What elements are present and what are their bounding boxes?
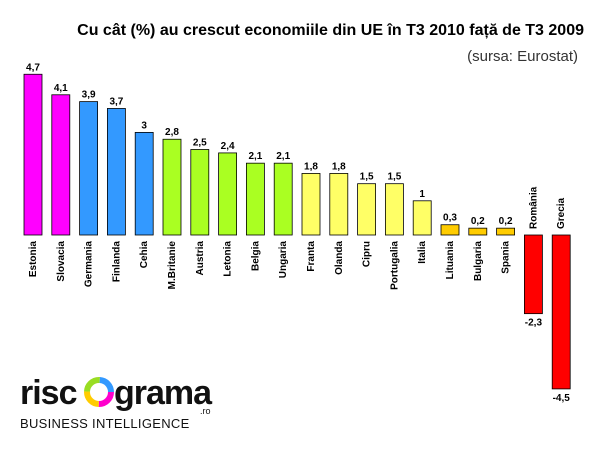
value-label-spania: 0,2 [499, 216, 513, 227]
riscograma-logo: risc grama .ro BUSINESS INTELLIGENCE [20, 374, 214, 431]
category-label-m-britanie: M.Britanie [167, 241, 178, 290]
category-label-cehia: Cehia [139, 241, 150, 269]
value-label-olanda: 1,8 [332, 161, 346, 172]
value-label-germania: 3,9 [82, 90, 96, 101]
value-label-bulgaria: 0,2 [471, 216, 485, 227]
bar-grecia [551, 234, 571, 390]
bar-belgia [245, 162, 265, 236]
value-label-lituania: 0,3 [443, 213, 457, 224]
bar-spania [496, 227, 516, 236]
category-label-letonia: Letonia [223, 241, 234, 277]
bar-ungaria [273, 162, 293, 236]
bar-slovacia [51, 94, 71, 236]
value-label-slovacia: 4,1 [54, 83, 68, 94]
category-label-românia: România [528, 186, 539, 229]
category-label-austria: Austria [195, 241, 206, 276]
value-label-austria: 2,5 [193, 138, 207, 149]
bar-letonia [218, 152, 238, 236]
value-label-finlanda: 3,7 [109, 96, 123, 107]
chart-subtitle: (sursa: Eurostat) [467, 48, 578, 65]
bar-cehia [134, 131, 154, 236]
category-label-ungaria: Ungaria [278, 241, 289, 279]
logo-text-right: grama [114, 374, 213, 412]
bar-portugalia [384, 183, 404, 236]
value-label-grecia: -4,5 [553, 393, 571, 404]
category-label-estonia: Estonia [28, 241, 39, 278]
logo-text-left: risc [20, 374, 77, 412]
category-label-slovacia: Slovacia [56, 241, 67, 282]
bar-austria [190, 149, 210, 236]
bar-germania [79, 101, 98, 236]
bar-italia [412, 200, 432, 236]
bar-cipru [357, 183, 377, 236]
value-label-cehia: 3 [141, 120, 147, 131]
bar-bulgaria [468, 227, 488, 236]
value-label-estonia: 4,7 [26, 62, 40, 73]
bar-estonia [23, 73, 43, 236]
value-label-ungaria: 2,1 [276, 151, 290, 162]
value-label-franta: 1,8 [304, 161, 318, 172]
category-label-portugalia: Portugalia [389, 241, 400, 290]
chart-title: Cu cât (%) au crescut economiile din UE … [77, 22, 584, 39]
value-label-românia: -2,3 [525, 318, 543, 329]
category-label-cipru: Cipru [362, 241, 373, 267]
category-label-spania: Spania [501, 241, 512, 274]
category-label-grecia: Grecia [556, 197, 567, 229]
value-label-m-britanie: 2,8 [165, 127, 179, 138]
category-label-italia: Italia [417, 241, 428, 264]
category-label-franta: Franta [306, 241, 317, 272]
bar-m-britanie [162, 138, 182, 236]
category-label-lituania: Lituania [445, 241, 456, 280]
logo-ring-icon [84, 377, 114, 407]
bar-finlanda [107, 108, 126, 236]
bar-olanda [329, 173, 349, 236]
value-label-portugalia: 1,5 [387, 172, 401, 183]
value-label-letonia: 2,4 [221, 141, 235, 152]
value-label-cipru: 1,5 [360, 172, 374, 183]
logo-domain: .ro [200, 406, 211, 416]
value-label-italia: 1 [419, 189, 425, 200]
logo-tagline: BUSINESS INTELLIGENCE [20, 416, 190, 431]
category-label-germania: Germania [84, 241, 95, 288]
category-label-olanda: Olanda [334, 241, 345, 275]
bar-românia [524, 234, 543, 315]
value-label-belgia: 2,1 [248, 151, 262, 162]
category-label-bulgaria: Bulgaria [473, 241, 484, 281]
category-label-finlanda: Finlanda [111, 241, 122, 283]
category-label-belgia: Belgia [250, 241, 261, 271]
bar-lituania [440, 224, 460, 236]
bar-franta [301, 173, 321, 236]
